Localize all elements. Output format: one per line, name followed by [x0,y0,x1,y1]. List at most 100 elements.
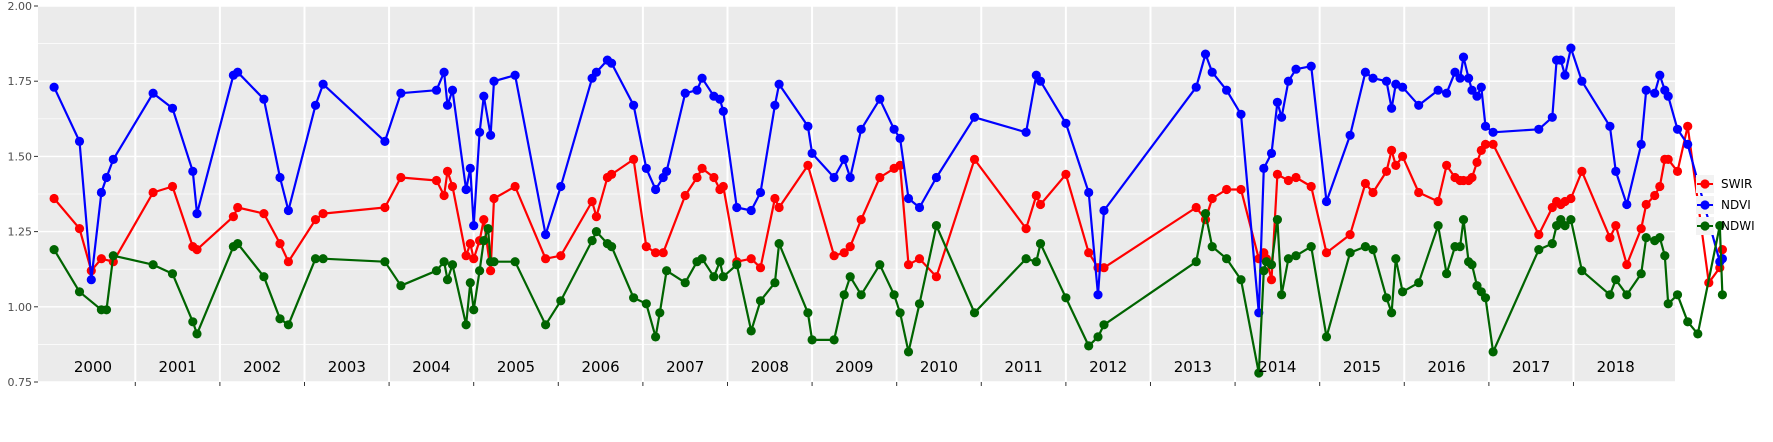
data-point-ndvi [839,154,849,164]
data-point-swir [969,154,980,164]
data-point-swir [1641,199,1651,210]
data-point-ndwi [1480,293,1491,303]
data-point-ndvi [732,202,742,213]
data-point-swir [1605,233,1615,243]
year-label: 2008 [751,358,789,376]
data-point-ndvi [807,148,817,158]
data-point-ndvi [903,193,914,204]
data-point-ndvi [86,275,96,285]
data-point-ndwi [746,326,756,336]
data-point-swir [510,181,520,192]
data-point-ndwi [483,224,493,234]
year-label: 2006 [581,358,619,376]
data-point-swir [1398,151,1408,161]
data-point-ndvi [856,124,866,134]
data-point-ndvi [1717,254,1727,264]
data-point-ndwi [49,245,59,255]
data-point-ndvi [1236,109,1246,119]
data-point-ndwi [1611,275,1621,285]
data-point-swir [275,239,285,249]
data-point-ndvi [845,172,855,183]
data-point-ndvi [442,100,453,110]
data-point-ndvi [439,67,449,77]
data-point-ndwi [1321,332,1332,342]
data-point-ndwi [770,278,780,288]
data-point-ndvi [1605,121,1615,131]
data-point-swir [431,175,442,186]
data-point-ndvi [108,154,118,164]
data-point-ndvi [1577,76,1587,86]
data-point-ndvi [1099,205,1109,216]
data-point-ndwi [1641,233,1651,243]
year-label: 2005 [497,358,535,376]
data-point-ndwi [1560,221,1570,231]
data-point-ndwi [1566,215,1576,225]
data-point-ndvi [1650,88,1660,98]
data-point-ndwi [655,308,665,318]
data-point-ndwi [1368,245,1378,255]
year-label: 2002 [243,358,281,376]
data-point-swir [845,242,855,252]
data-point-ndwi [1683,317,1693,327]
data-point-ndwi [233,239,243,249]
data-point-swir [1236,184,1246,195]
data-point-swir [1272,169,1282,179]
legend-label: NDVI [1721,198,1751,212]
y-tick-label: 1.25 [8,226,33,239]
data-point-ndwi [774,239,784,249]
data-point-ndwi [1021,254,1031,264]
y-tick-label: 1.00 [8,301,33,314]
data-point-ndvi [1636,139,1646,149]
data-point-ndwi [1291,251,1301,261]
data-point-swir [1283,175,1293,186]
data-point-ndvi [1398,82,1408,92]
data-point-ndwi [1693,329,1703,339]
data-point-ndvi [318,79,328,89]
data-point-swir [1345,230,1355,240]
data-point-ndwi [188,317,198,327]
data-point-ndvi [1381,76,1392,86]
legend-item-swir: SWIR [1696,175,1752,193]
series-ndwi [49,209,1727,378]
data-point-swir [96,254,106,264]
data-point-ndvi [1450,67,1460,77]
year-label: 2014 [1258,358,1296,376]
data-point-ndvi [1272,97,1282,107]
year-label: 2013 [1174,358,1212,376]
data-point-ndvi [803,121,813,131]
data-point-ndvi [1455,73,1465,83]
data-point-ndwi [587,236,597,246]
data-point-ndwi [510,257,520,267]
data-point-swir [587,196,597,207]
year-dividers [134,6,1575,382]
data-point-swir [1391,160,1401,170]
data-point-swir [651,248,661,258]
x-axis [134,382,1574,386]
data-point-swir [1222,184,1232,195]
data-point-ndwi [465,278,475,288]
data-point-ndwi [1084,341,1094,351]
data-point-ndwi [283,320,293,330]
data-point-ndwi [803,308,813,318]
data-point-ndvi [1191,82,1201,92]
data-point-ndvi [275,172,285,183]
data-point-ndwi [380,257,390,267]
data-point-ndvi [461,184,471,195]
data-point-ndvi [718,106,728,116]
data-point-ndwi [1093,332,1103,342]
data-point-ndwi [1622,290,1632,300]
data-point-swir [1717,245,1727,255]
legend-item-ndwi: NDWI [1696,217,1755,235]
data-point-ndwi [1715,221,1725,231]
data-point-swir [895,160,905,170]
data-point-ndwi [1200,209,1211,219]
data-point-ndwi [167,269,178,279]
data-point-ndvi [1547,112,1557,122]
data-point-ndvi [1476,82,1486,92]
data-point-ndvi [475,127,485,137]
year-label: 2001 [158,358,196,376]
data-point-swir [1577,166,1587,176]
data-point-swir [1191,202,1201,213]
data-point-swir [318,209,328,219]
